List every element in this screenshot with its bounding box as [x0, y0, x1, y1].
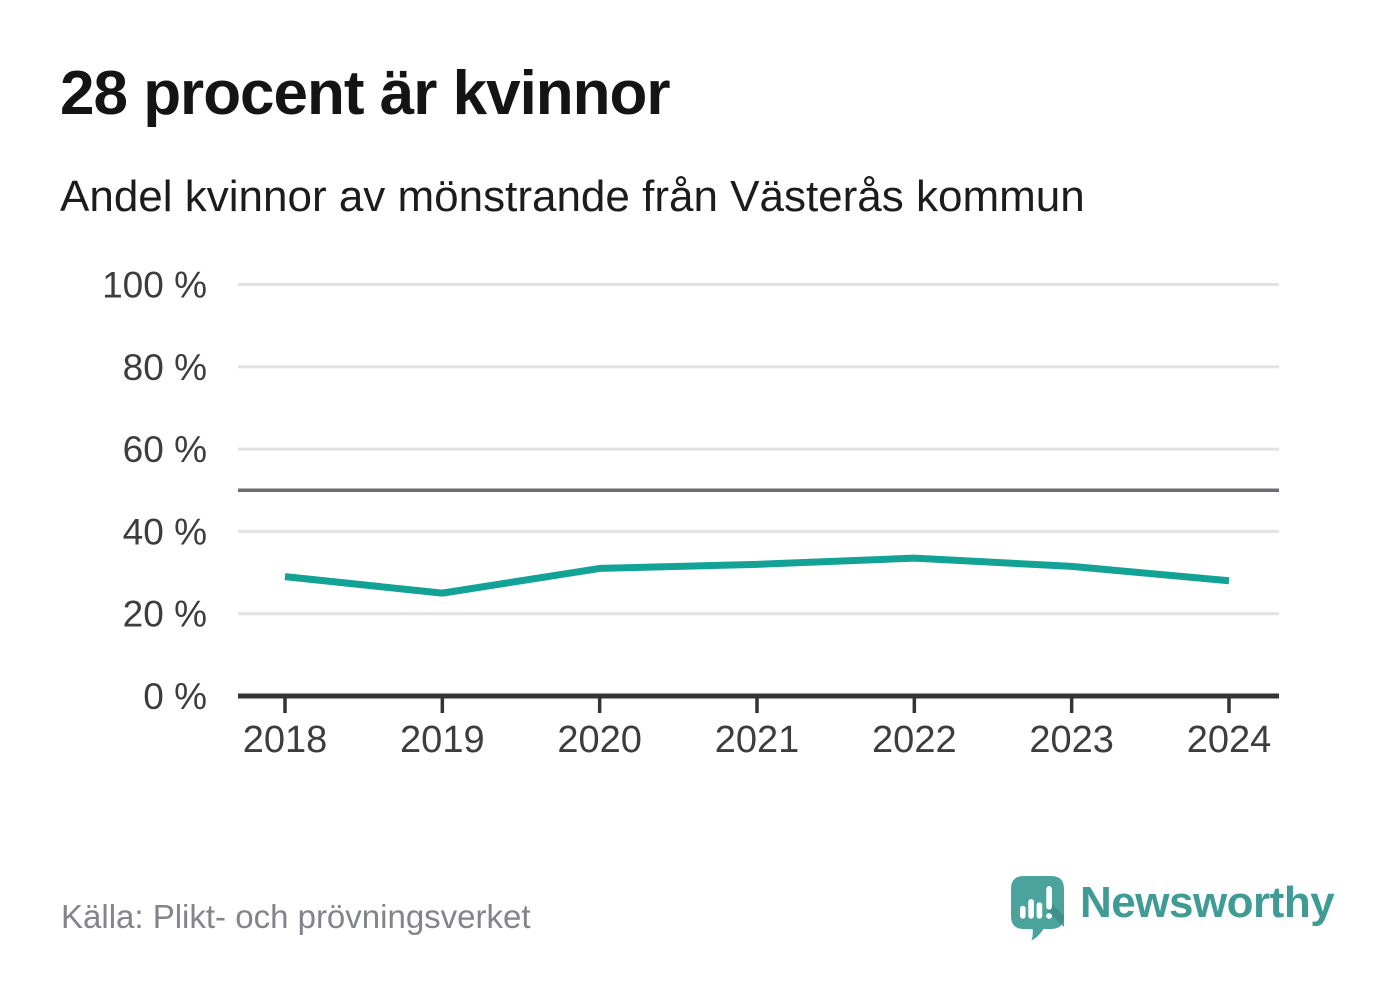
logo-bar-2 [1028, 899, 1034, 919]
source-note: Källa: Plikt- och prövningsverket [61, 898, 531, 935]
y-label-100: 100 % [102, 265, 207, 306]
y-label-40: 40 % [123, 511, 207, 552]
x-label-2023: 2023 [1029, 719, 1114, 761]
x-label-2019: 2019 [400, 719, 485, 761]
x-axis-labels: 2018 2019 2020 2021 2022 2023 2024 [243, 719, 1272, 761]
y-axis-labels: 0 % 20 % 40 % 60 % 80 % 100 % [102, 265, 207, 718]
brand-name: Newsworthy [1080, 877, 1335, 927]
y-label-60: 60 % [123, 429, 207, 470]
chart-title: 28 procent är kvinnor [60, 59, 671, 128]
logo-bar-3 [1036, 902, 1043, 919]
x-axis-ticks [283, 698, 1231, 713]
logo-exclamation-dot [1046, 913, 1052, 919]
x-label-2020: 2020 [557, 719, 642, 761]
series-Andel kvinnor av mönstrande [284, 554, 1230, 597]
y-label-20: 20 % [123, 594, 207, 635]
x-label-2021: 2021 [715, 719, 800, 761]
brand-logo: Newsworthy [1011, 876, 1335, 941]
logo-exclamation-bar [1046, 886, 1052, 910]
y-label-0: 0 % [143, 676, 207, 717]
data-line [284, 554, 1230, 597]
gridlines [238, 283, 1279, 616]
x-label-2018: 2018 [243, 719, 328, 761]
newsworthy-logo-icon [1011, 876, 1064, 941]
x-label-2022: 2022 [872, 719, 957, 761]
logo-bar-1 [1020, 905, 1026, 919]
chart-subtitle: Andel kvinnor av mönstrande från Västerå… [60, 172, 1085, 221]
x-label-2024: 2024 [1187, 719, 1272, 761]
y-label-80: 80 % [123, 347, 207, 388]
